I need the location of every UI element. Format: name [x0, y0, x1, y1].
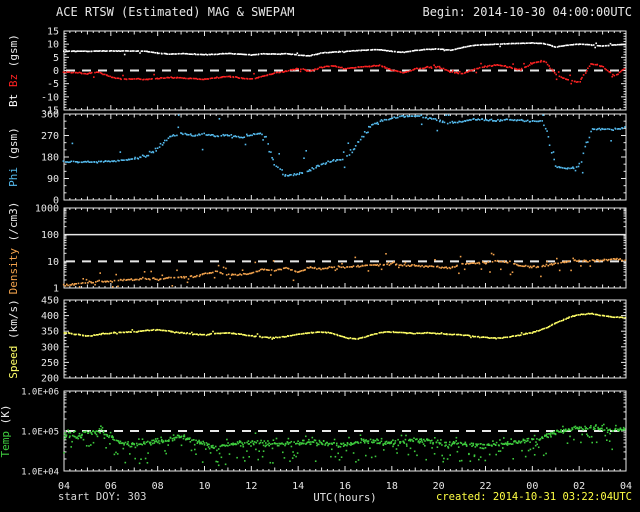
y-tick-label: 250	[41, 358, 59, 369]
y-tick-label: 350	[41, 327, 59, 338]
x-tick-label: 00	[526, 481, 538, 492]
y-tick-label: 1.0E+05	[21, 428, 59, 438]
x-tick-label: 18	[386, 481, 398, 492]
y-tick-label: 100	[41, 230, 59, 241]
start-doy-label: start DOY: 303	[58, 491, 147, 503]
y-tick-label: 10	[47, 40, 59, 51]
x-tick-label: 10	[198, 481, 210, 492]
x-tick-label: 08	[152, 481, 164, 492]
y-tick-label: 1.0E+04	[21, 468, 59, 478]
panel-border	[63, 207, 627, 289]
x-tick-label: 02	[573, 481, 585, 492]
x-tick-label: 12	[245, 481, 257, 492]
y-tick-label: 5	[53, 53, 59, 64]
panel-temperature: 1.0E+06 1.0E+05 1.0E+04 Temp (K)	[0, 388, 627, 478]
x-tick-label: 04	[58, 481, 70, 492]
y-tick-label: 270	[41, 131, 59, 142]
begin-timestamp: Begin: 2014-10-30 04:00:00UTC	[422, 5, 632, 19]
trace-speed	[63, 312, 626, 340]
y-tick-label: 0	[53, 66, 59, 77]
panel-border	[63, 113, 627, 201]
panel-speed: 450 400 350 300 250 200 Speed (km/s)	[7, 296, 627, 385]
y-tick-label: 360	[41, 110, 59, 121]
y-tick-label: 450	[41, 296, 59, 307]
y-tick-label: -15	[41, 106, 59, 117]
trace-bt	[63, 42, 626, 57]
x-axis-title: UTC(hours)	[313, 492, 376, 504]
plot-title: ACE RTSW (Estimated) MAG & SWEPAM	[56, 5, 295, 19]
y-axis-title-speed: Speed (km/s)	[7, 299, 20, 379]
y-tick-label: 300	[41, 342, 59, 353]
y-tick-label: 180	[41, 153, 59, 164]
y-tick-label: 10	[47, 257, 59, 268]
y-tick-label: -10	[41, 92, 59, 103]
trace-bz	[62, 59, 626, 85]
trace-phi	[62, 114, 626, 177]
x-axis: 04 06 08 10 12 14 16 18 20 22 00 02 04 UTC(hours)	[58, 481, 632, 504]
y-tick-label: -5	[47, 79, 59, 90]
y-axis-title-phi-angle: Phi (gsm)	[7, 127, 20, 187]
x-tick-label: 20	[433, 481, 445, 492]
x-tick-label: 14	[292, 481, 304, 492]
panel-magnetic-field: 15 10 5 0 -5 -10 -15 Bt Bz (gsm)	[7, 27, 627, 117]
y-axis-title-temperature: Temp (K)	[0, 405, 12, 458]
panel-phi-angle: 360 270 180 90 0 Phi (gsm)	[7, 110, 627, 207]
panel-border	[63, 299, 627, 379]
y-tick-label: 1.0E+06	[21, 388, 59, 398]
y-tick-label: 1000	[35, 204, 59, 215]
x-tick-label: 04	[620, 481, 632, 492]
created-timestamp: created: 2014-10-31 03:22:04UTC	[436, 491, 632, 503]
trace-temp	[63, 423, 626, 467]
y-tick-label: 15	[47, 27, 59, 38]
trace-density	[62, 252, 626, 288]
x-tick-label: 06	[105, 481, 117, 492]
y-axis-title-density: Density (/cm3)	[7, 202, 20, 295]
y-tick-label: 400	[41, 311, 59, 322]
x-tick-label: 22	[479, 481, 491, 492]
x-tick-label: 16	[339, 481, 351, 492]
y-tick-label: 1	[53, 284, 59, 295]
y-tick-label: 200	[41, 374, 59, 385]
y-tick-label: 90	[47, 174, 59, 185]
panel-density: 1000 100 10 1 Density (/cm3)	[7, 202, 627, 295]
y-tick-label: 0	[53, 196, 59, 207]
y-axis-title-magnetic-field: Bt Bz (gsm)	[7, 34, 20, 107]
